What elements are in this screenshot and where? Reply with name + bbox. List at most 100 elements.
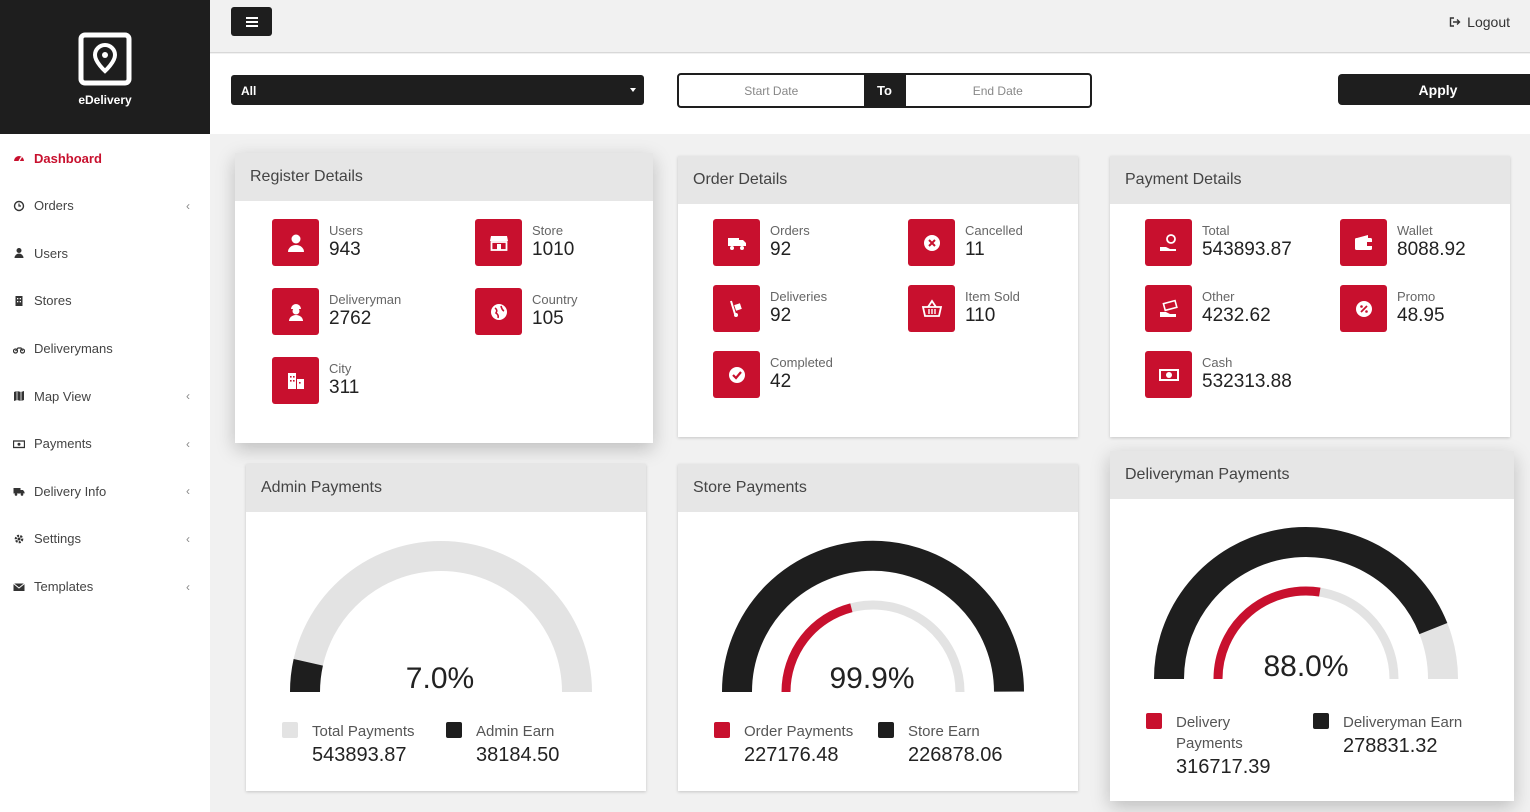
sidebar-item-deliverymans[interactable]: Deliverymans: [0, 325, 210, 373]
stat-label: City: [329, 361, 352, 376]
stat-completed: Completed 42: [713, 351, 833, 398]
end-date-input[interactable]: End Date: [906, 75, 1091, 106]
motorcycle-icon: [12, 342, 26, 356]
logout-label: Logout: [1467, 14, 1510, 30]
stat-label: Orders: [770, 223, 810, 238]
stat-value: 11: [965, 239, 985, 260]
sidebar-item-map-view[interactable]: Map View ‹: [0, 372, 210, 420]
stat-label: Cash: [1202, 355, 1233, 370]
top-bar: Logout: [210, 0, 1530, 53]
stat-total: Total 543893.87: [1145, 219, 1292, 266]
legend-label: Order Payments: [744, 723, 854, 740]
chevron-left-icon: ‹: [186, 531, 190, 546]
store-payments-gauge: [721, 540, 1024, 693]
user-icon: [272, 219, 319, 266]
legend-item: Order Payments 227176.48: [714, 721, 853, 768]
history-icon: [12, 199, 26, 213]
dashboard-icon: [12, 151, 26, 165]
stat-value: 48.95: [1397, 305, 1445, 326]
sidebar-item-label: Deliverymans: [34, 341, 113, 357]
gauge-percent: 99.9%: [829, 662, 915, 695]
legend-label: Store Earn: [908, 723, 980, 740]
card-title: Order Details: [678, 156, 1078, 204]
legend-value: 543893.87: [312, 744, 407, 766]
gauge-inner-arc: [1213, 586, 1321, 680]
sidebar-item-users[interactable]: Users: [0, 230, 210, 278]
hamburger-icon: [245, 20, 258, 23]
stat-promo: Promo 48.95: [1340, 285, 1445, 332]
card-title: Admin Payments: [246, 464, 646, 512]
stat-other: Other 4232.62: [1145, 285, 1271, 332]
register-details-card: Register Details Users 943 Store 1010 Deli…: [235, 153, 653, 443]
truck-icon: [713, 219, 760, 266]
chevron-left-icon: ‹: [186, 436, 190, 451]
card-title: Store Payments: [678, 464, 1078, 512]
stat-store: Store 1010: [475, 219, 574, 266]
legend-label: Deliveryman Earn: [1343, 714, 1463, 731]
basket-icon: [908, 285, 955, 332]
sidebar-menu: Dashboard Orders ‹ Users Stores Delivery…: [0, 134, 210, 610]
apply-button[interactable]: Apply: [1338, 74, 1530, 105]
legend-item: Deliveryman Earn 278831.32: [1313, 712, 1462, 759]
sidebar-item-delivery-info[interactable]: Delivery Info ‹: [0, 468, 210, 516]
legend-item: Admin Earn 38184.50: [446, 721, 559, 768]
admin-payments-gauge: [290, 541, 592, 693]
stat-label: Deliveryman: [329, 292, 402, 307]
sidebar-item-label: Payments: [34, 436, 92, 452]
gauge-value-arc: [1154, 527, 1448, 680]
stat-country: Country 105: [475, 288, 578, 335]
legend-item: Delivery Payments 316717.39: [1146, 712, 1276, 780]
sidebar-item-label: Map View: [34, 388, 91, 404]
deliveryman-payments-gauge: [1154, 527, 1458, 680]
gear-icon: [12, 532, 26, 546]
stat-label: Users: [329, 223, 363, 238]
legend-swatch: [878, 722, 894, 738]
dolly-icon: [713, 285, 760, 332]
store-icon: [475, 219, 522, 266]
sidebar-item-stores[interactable]: Stores: [0, 277, 210, 325]
sidebar-item-templates[interactable]: Templates ‹: [0, 563, 210, 611]
hand-coin-icon: [1145, 219, 1192, 266]
building-icon: [12, 294, 26, 308]
sidebar-item-orders[interactable]: Orders ‹: [0, 182, 210, 230]
start-date-input[interactable]: Start Date: [679, 75, 864, 106]
stat-value: 543893.87: [1202, 239, 1292, 260]
stat-value: 4232.62: [1202, 305, 1271, 326]
stat-value: 2762: [329, 308, 372, 329]
gauge-value-arc: [290, 659, 323, 693]
brand[interactable]: eDelivery: [0, 0, 210, 134]
stat-value: 42: [770, 371, 792, 392]
sidebar-item-label: Settings: [34, 531, 81, 547]
gauge-percent: 88.0%: [1263, 650, 1349, 683]
sidebar-item-label: Users: [34, 245, 68, 261]
card-title: Payment Details: [1110, 156, 1510, 204]
deliveryman-payments-card: Deliveryman Payments 88.0% Delivery Paym…: [1110, 451, 1514, 801]
stat-users: Users 943: [272, 219, 363, 266]
stat-value: 532313.88: [1202, 371, 1292, 392]
date-range-to-label: To: [863, 75, 906, 106]
stat-deliveries: Deliveries 92: [713, 285, 827, 332]
stat-value: 1010: [532, 239, 575, 260]
sidebar-item-label: Orders: [34, 198, 74, 214]
logout-link[interactable]: Logout: [1449, 14, 1510, 30]
stat-label: Cancelled: [965, 223, 1023, 238]
stat-label: Store: [532, 223, 564, 238]
filter-bar: All Start Date To End Date Apply: [210, 54, 1530, 134]
city-icon: [272, 357, 319, 404]
stat-city: City 311: [272, 357, 359, 404]
stat-cash: Cash 532313.88: [1145, 351, 1292, 398]
store-filter-select[interactable]: All: [231, 75, 644, 105]
menu-toggle-button[interactable]: [231, 7, 272, 36]
end-date-placeholder: End Date: [972, 83, 1023, 98]
stat-value: 105: [532, 308, 564, 329]
cancel-icon: [908, 219, 955, 266]
stat-value: 92: [770, 305, 792, 326]
sidebar-item-dashboard[interactable]: Dashboard: [0, 134, 210, 182]
sidebar-item-payments[interactable]: Payments ‹: [0, 420, 210, 468]
stat-value: 92: [770, 239, 792, 260]
stat-label: Other: [1202, 289, 1235, 304]
deliveryman-icon: [272, 288, 319, 335]
sidebar-item-settings[interactable]: Settings ‹: [0, 515, 210, 563]
sidebar-item-label: Delivery Info: [34, 483, 107, 499]
legend-swatch: [1313, 713, 1329, 729]
